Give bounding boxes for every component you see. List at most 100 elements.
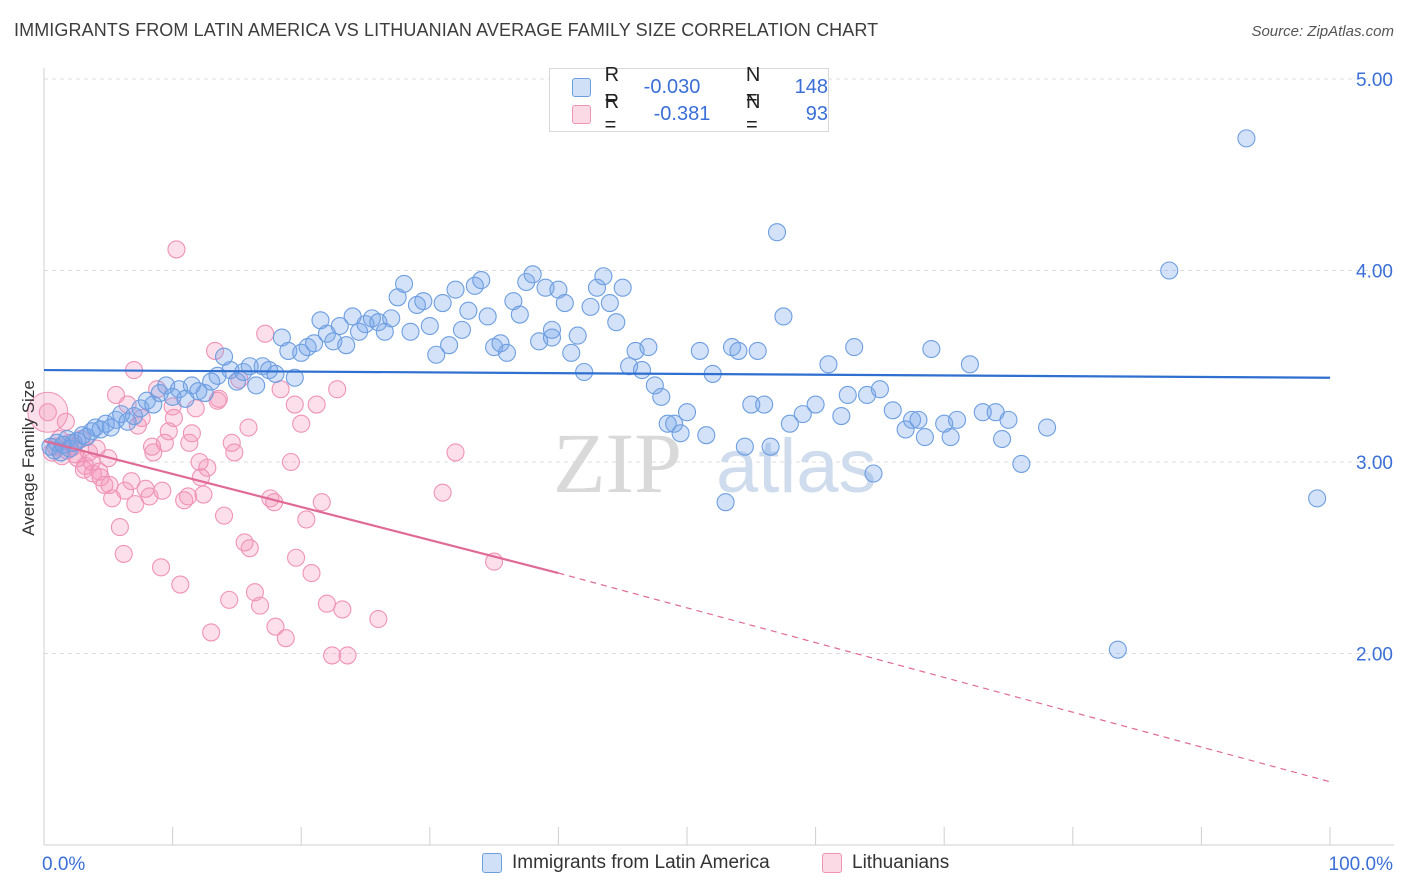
data-point-latin-america (555, 294, 574, 313)
data-point-lithuanians (171, 575, 190, 594)
data-point-latin-america (587, 278, 607, 297)
data-point-latin-america (793, 405, 812, 424)
data-point-latin-america (838, 385, 857, 405)
data-point-lithuanians (167, 240, 186, 259)
data-point-lithuanians (338, 646, 357, 665)
data-point-latin-america (690, 341, 709, 360)
data-point-latin-america (440, 336, 459, 355)
data-point-lithuanians (159, 422, 178, 441)
data-point-latin-america (459, 301, 478, 320)
data-point-latin-america (632, 361, 652, 380)
data-point-latin-america (427, 345, 446, 364)
data-point-lithuanians (297, 510, 316, 529)
data-point-latin-america (395, 274, 414, 293)
data-point-latin-america (671, 424, 690, 443)
data-point-latin-america (195, 384, 214, 403)
data-point-latin-america (77, 428, 96, 447)
data-point-latin-america (665, 414, 684, 433)
data-point-lithuanians (90, 462, 109, 481)
legend-n-label: N = (745, 64, 761, 109)
data-point-latin-america (1308, 489, 1327, 508)
legend-n-label: N = (745, 91, 761, 136)
data-point-latin-america (941, 428, 960, 447)
trend-line-latin-america (43, 368, 1331, 379)
stats-legend: R = -0.030 N = 148 R = -0.381 N = 93 (549, 64, 829, 136)
data-point-lithuanians (115, 481, 135, 500)
data-point-latin-america (960, 355, 979, 374)
data-point-latin-america (247, 376, 266, 395)
data-point-latin-america (189, 382, 208, 401)
data-point-latin-america (748, 341, 767, 360)
trend-lines (43, 368, 1331, 783)
data-point-lithuanians (126, 495, 145, 514)
data-point-latin-america (523, 265, 542, 284)
data-point-latin-america (652, 387, 671, 406)
data-point-latin-america (832, 406, 851, 426)
x-tick-label-max: 100.0% (1329, 854, 1394, 875)
data-point-latin-america (883, 401, 902, 420)
data-point-latin-america (382, 309, 401, 328)
chart-title: IMMIGRANTS FROM LATIN AMERICA VS LITHUAN… (14, 20, 879, 40)
data-point-lithuanians (369, 609, 388, 629)
data-point-latin-america (305, 334, 324, 353)
legend-row-latin-america: R = -0.030 N = 148 (572, 64, 828, 109)
data-point-latin-america (350, 322, 369, 341)
data-point-latin-america (542, 328, 562, 347)
data-point-lithuanians (132, 408, 151, 428)
data-point-latin-america (774, 307, 793, 326)
data-point-latin-america (896, 420, 915, 439)
trend-line-lithuanians (43, 439, 559, 575)
data-point-lithuanians (222, 433, 241, 452)
data-point-latin-america (819, 355, 838, 374)
data-point-lithuanians (276, 629, 295, 648)
data-point-latin-america (909, 410, 928, 429)
trend-line-lithuanians-extension (558, 572, 1331, 783)
legend-swatch-pink (822, 853, 842, 873)
legend-r-value: -0.030 (643, 75, 701, 98)
data-point-lithuanians (205, 341, 225, 360)
series-lithuanians (27, 240, 504, 665)
data-point-lithuanians (235, 533, 254, 552)
data-point-latin-america (1160, 261, 1179, 280)
data-point-latin-america (716, 493, 735, 512)
data-point-latin-america (999, 410, 1018, 429)
legend-n-value: 148 (794, 75, 828, 98)
series-legend: Immigrants from Latin America Lithuanian… (0, 852, 1406, 878)
data-point-latin-america (433, 294, 452, 313)
data-point-lithuanians (202, 623, 221, 642)
data-point-latin-america (106, 410, 126, 429)
data-point-latin-america (562, 343, 581, 362)
data-point-lithuanians (281, 452, 300, 472)
tick-labels: 2.00 3.00 4.00 5.00 0.0% 100.0% (42, 70, 1393, 875)
data-point-latin-america (414, 292, 433, 311)
data-point-lithuanians (245, 583, 264, 602)
data-point-latin-america (729, 341, 748, 360)
data-point-latin-america (1237, 129, 1256, 148)
data-point-latin-america (806, 395, 825, 414)
data-point-lithuanians (307, 395, 326, 414)
data-point-lithuanians (287, 548, 306, 567)
data-point-latin-america (845, 338, 864, 357)
data-point-lithuanians (285, 395, 304, 414)
data-point-latin-america (1038, 418, 1057, 437)
data-point-latin-america (658, 414, 677, 433)
data-point-latin-america (1012, 454, 1031, 473)
data-point-latin-america (697, 426, 716, 445)
data-point-latin-america (993, 429, 1012, 449)
legend-label-lithuanians: Lithuanians (852, 852, 950, 873)
data-point-latin-america (922, 339, 941, 359)
data-point-lithuanians (38, 403, 57, 422)
data-point-latin-america (973, 403, 992, 422)
data-point-latin-america (330, 316, 349, 336)
data-point-lithuanians (292, 414, 311, 433)
data-point-latin-america (575, 362, 594, 382)
data-point-latin-america (948, 410, 967, 429)
data-point-lithuanians (214, 506, 234, 525)
data-point-lithuanians (164, 408, 183, 428)
legend-swatch-blue (482, 853, 502, 873)
data-point-lithuanians (95, 475, 114, 495)
legend-swatch-blue (572, 77, 591, 97)
data-point-latin-america (1108, 640, 1127, 659)
data-point-latin-america (124, 406, 144, 426)
